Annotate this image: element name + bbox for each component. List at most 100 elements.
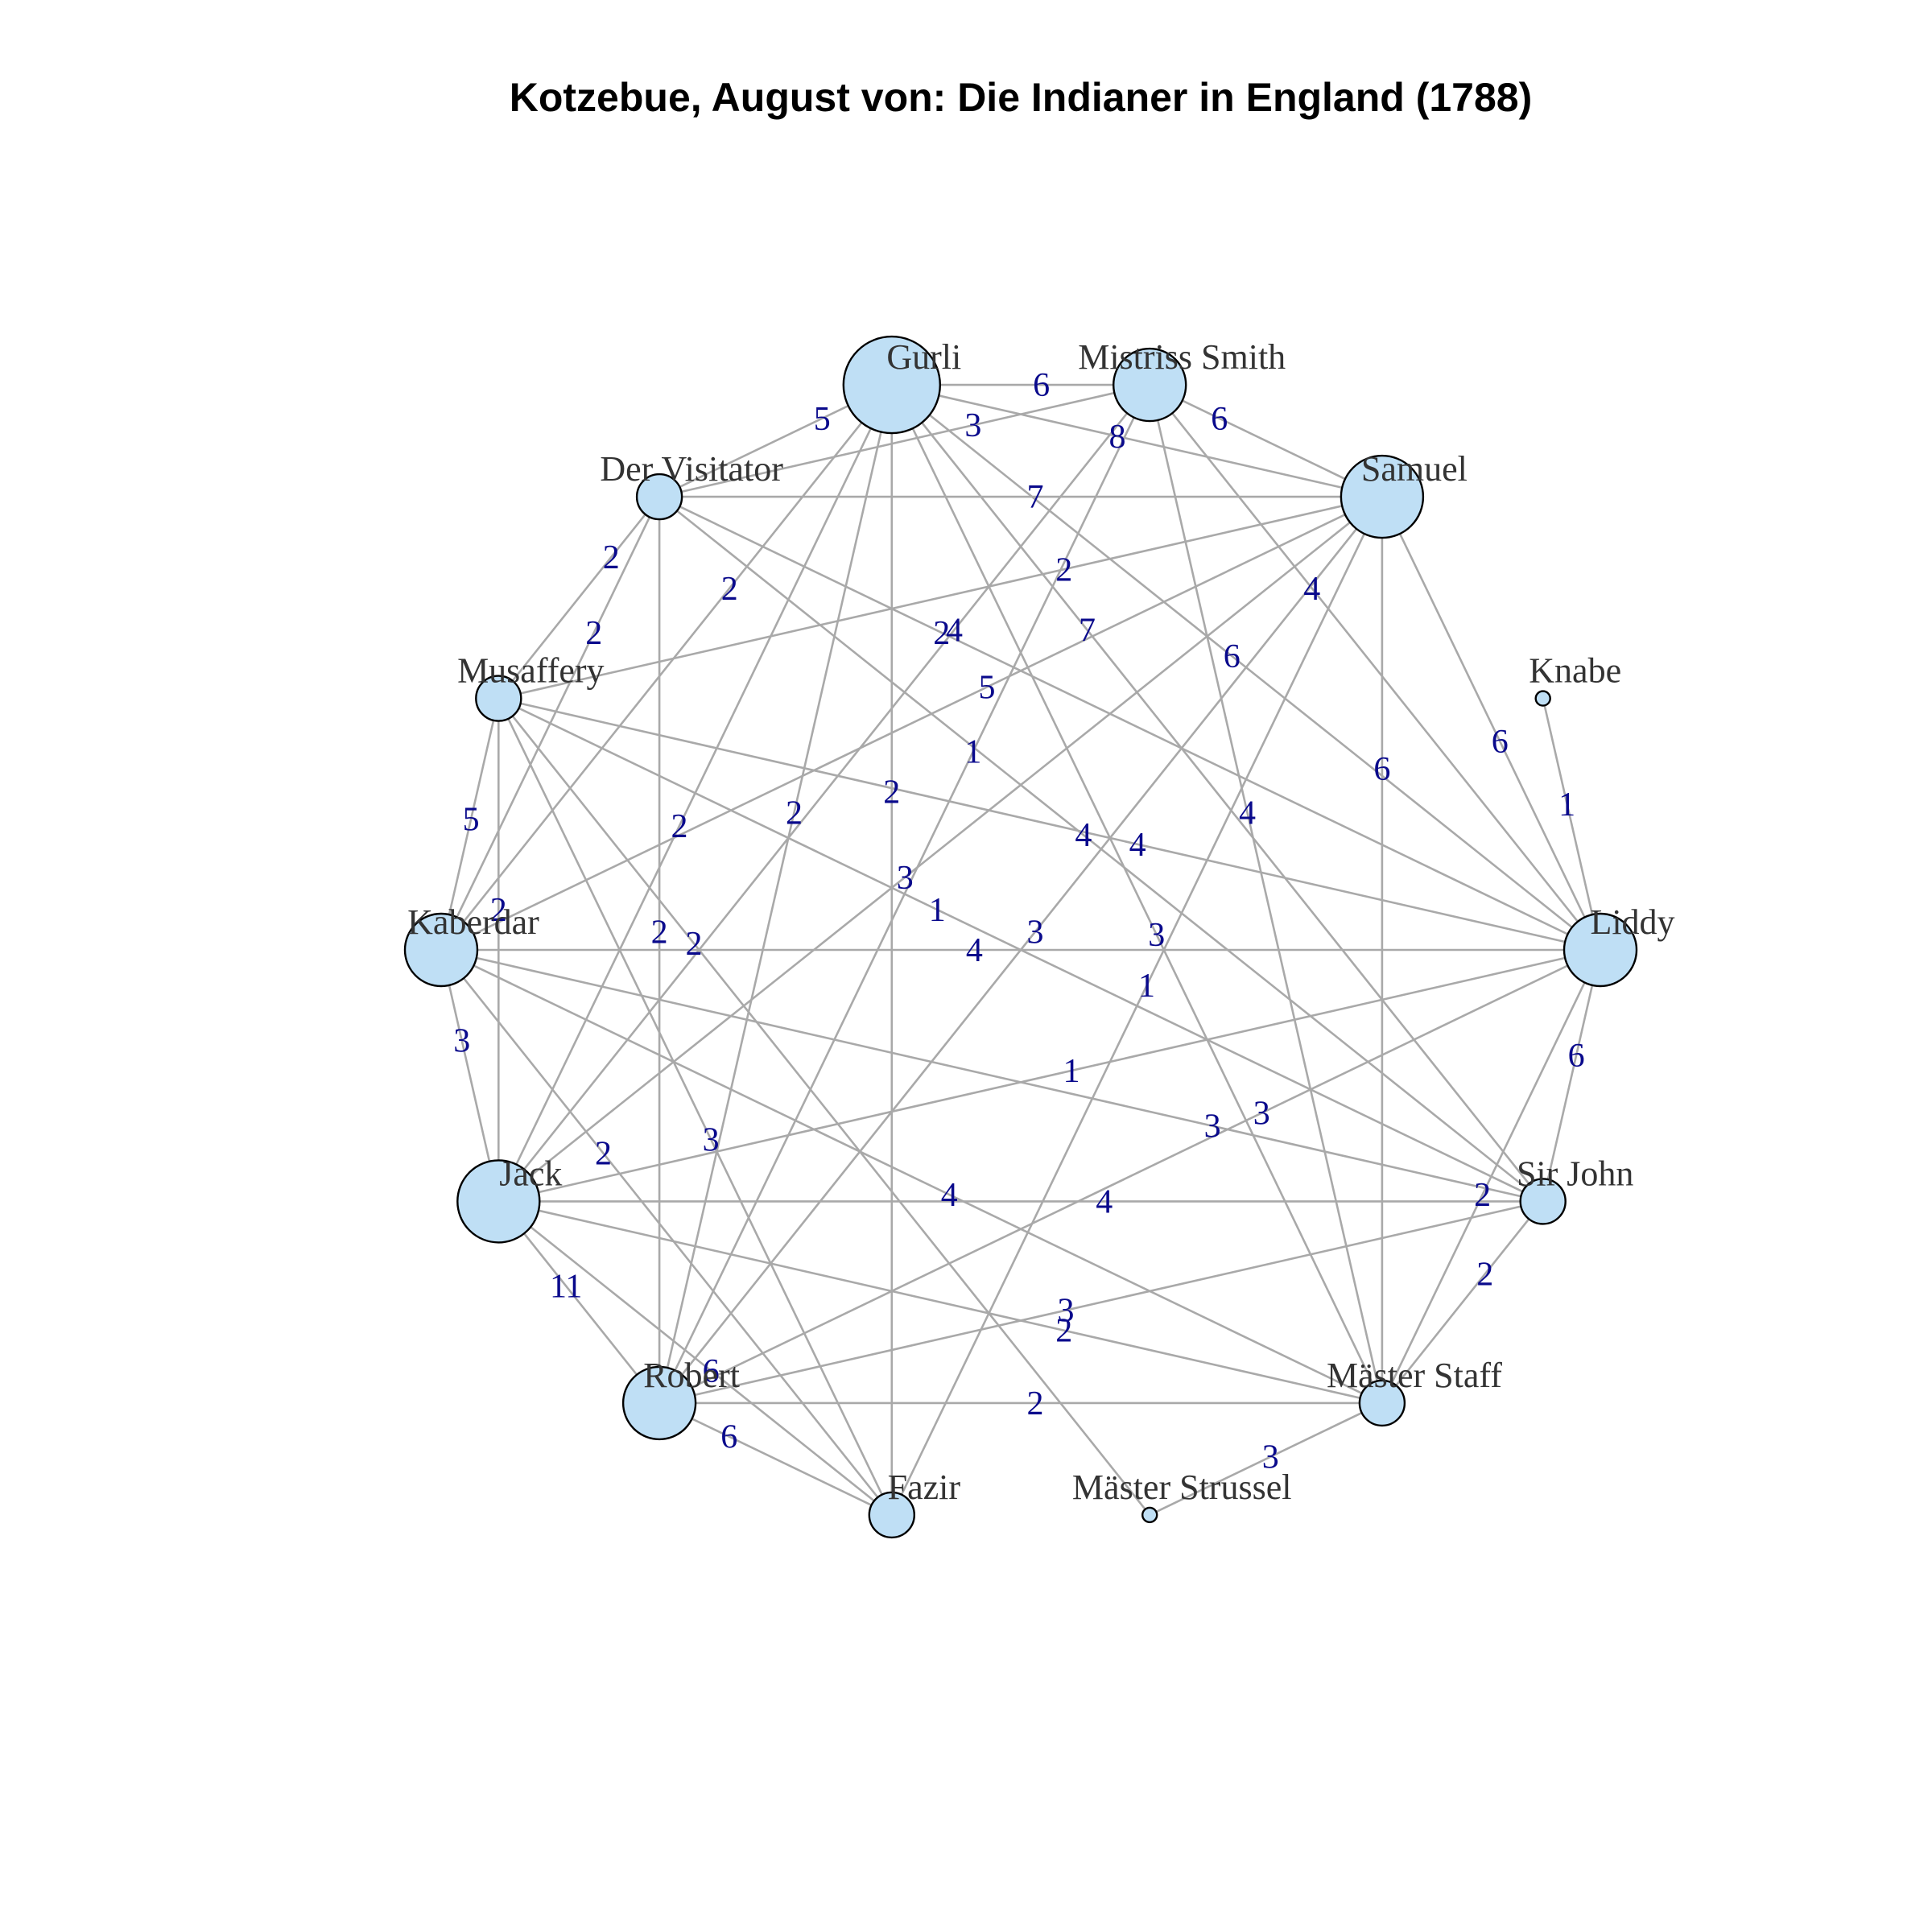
edge-gurli-kaberdar — [440, 384, 893, 951]
edge-weight-label: 2 — [686, 926, 703, 963]
edge-weight-label: 3 — [703, 1121, 720, 1158]
edge-liddy-musaffery — [498, 697, 1601, 952]
edge-weight-label: 3 — [1058, 1293, 1075, 1330]
node-robert — [621, 1365, 697, 1441]
edge-samuel-liddy — [1381, 496, 1602, 951]
edge-musaffery-kaberdar — [440, 698, 500, 951]
edge-gurli-robert — [658, 384, 894, 1404]
edge-weight-label: 1 — [1558, 786, 1575, 824]
edge-der_visitator-liddy — [658, 495, 1601, 952]
edge-mistriss_smith-samuel — [1149, 383, 1383, 498]
edge-weight-label: 4 — [1129, 827, 1146, 864]
edge-musaffery-fazir — [497, 698, 893, 1516]
edge-weight-label: 4 — [966, 932, 983, 969]
edge-weight-label: 3 — [964, 407, 981, 444]
edge-weight-label: 3 — [897, 860, 914, 897]
node-der_visitator — [635, 473, 683, 521]
node-label-kaberdar: Kaberdar — [407, 902, 539, 942]
node-label-robert: Robert — [643, 1356, 740, 1395]
node-label-liddy: Liddy — [1590, 902, 1674, 942]
edge-sir_john-kaberdar — [440, 948, 1543, 1203]
node-label-maester_strussel: Mäster Strussel — [1072, 1468, 1292, 1507]
edge-weight-label: 2 — [1027, 1385, 1044, 1422]
edge-gurli-sir_john — [890, 384, 1544, 1203]
edge-weight-label: 3 — [1253, 1096, 1270, 1133]
edge-musaffery-maester_strussel — [497, 697, 1151, 1516]
edge-weight-label: 4 — [946, 612, 963, 649]
edge-jack-robert — [497, 1200, 661, 1404]
edge-weight-label: 3 — [1262, 1439, 1279, 1476]
node-label-maester_staff: Mäster Staff — [1327, 1356, 1502, 1395]
edge-weight-label: 2 — [490, 892, 507, 929]
edges — [440, 383, 1602, 1517]
edge-liddy-jack — [498, 948, 1601, 1203]
edge-gurli-maester_staff — [890, 384, 1384, 1404]
edge-weight-label: 4 — [1096, 1183, 1113, 1220]
edge-mistriss_smith-der_visitator — [658, 383, 1150, 498]
edge-weight-label: 6 — [1373, 751, 1390, 788]
node-label-gurli: Gurli — [886, 337, 961, 377]
edge-weight-label: 2 — [595, 1136, 612, 1173]
edge-knabe-liddy — [1542, 698, 1602, 951]
edge-gurli-jack — [497, 384, 893, 1202]
edge-weight-label: 6 — [1211, 401, 1228, 438]
node-label-jack: Jack — [499, 1154, 562, 1193]
node-label-samuel: Samuel — [1361, 449, 1468, 489]
edge-mistriss_smith-robert — [658, 384, 1151, 1404]
edge-weight-label: 6 — [1224, 638, 1241, 675]
edge-samuel-musaffery — [498, 495, 1383, 700]
node-kaberdar — [403, 912, 479, 988]
edge-weight-label: 6 — [1492, 724, 1509, 761]
edge-weight-label: 3 — [453, 1023, 470, 1060]
nodes: Mistriss Smith Samuel Knabe Liddy Sir John Mä… — [403, 335, 1675, 1539]
node-label-mistriss_smith: Mistriss Smith — [1078, 337, 1286, 377]
edge-samuel-kaberdar — [440, 495, 1383, 952]
edge-weight-label: 6 — [1033, 367, 1050, 404]
edge-mistriss_smith-liddy — [1149, 384, 1602, 951]
edge-samuel-gurli — [891, 383, 1383, 498]
node-mistriss_smith — [1112, 347, 1187, 423]
edge-samuel-fazir — [890, 496, 1384, 1516]
node-label-knabe: Knabe — [1529, 651, 1621, 691]
edge-weight-label: 5 — [463, 802, 480, 839]
edge-weight-label: 8 — [1109, 419, 1126, 456]
node-samuel — [1340, 454, 1425, 539]
edge-weight-label: 11 — [550, 1269, 582, 1306]
edge-weight-label: 1 — [964, 733, 981, 770]
edge-weight-label: 2 — [933, 615, 950, 652]
node-fazir — [868, 1491, 916, 1539]
edge-weight-label: 4 — [1239, 795, 1256, 832]
edge-weight-label: 2 — [671, 808, 688, 845]
edge-robert-fazir — [658, 1402, 893, 1517]
edge-weight-label: 3 — [1148, 917, 1165, 954]
edge-weight-label: 2 — [651, 914, 668, 952]
edge-weight-label: 4 — [1303, 571, 1320, 608]
edge-labels: 6683751646262236116352141164324453237222… — [453, 367, 1584, 1476]
edge-liddy-sir_john — [1542, 949, 1602, 1202]
edge-weight-label: 3 — [1204, 1108, 1221, 1146]
edge-weight-label: 7 — [1079, 612, 1096, 649]
edge-weight-label: 2 — [603, 539, 620, 576]
edge-weight-label: 5 — [979, 670, 996, 707]
edge-liddy-robert — [658, 948, 1601, 1405]
node-jack — [456, 1159, 541, 1244]
edge-kaberdar-jack — [440, 949, 500, 1202]
edge-weight-label: 2 — [1055, 1313, 1072, 1350]
edge-weight-label: 2 — [585, 615, 602, 652]
edge-maester_staff-maester_strussel — [1149, 1402, 1383, 1517]
edge-weight-label: 2 — [786, 795, 803, 832]
edge-weight-label: 2 — [1474, 1177, 1491, 1214]
node-sir_john — [1519, 1178, 1567, 1225]
node-maester_strussel — [1141, 1506, 1158, 1524]
edge-weight-label: 7 — [1027, 479, 1044, 516]
node-label-sir_john: Sir John — [1517, 1154, 1633, 1193]
edge-der_visitator-musaffery — [497, 496, 661, 700]
node-maester_staff — [1358, 1379, 1406, 1427]
edge-weight-label: 1 — [1063, 1053, 1080, 1090]
edge-weight-label: 3 — [1027, 914, 1044, 952]
edge-maester_staff-jack — [498, 1200, 1383, 1405]
edge-weight-label: 1 — [1138, 968, 1155, 1005]
edge-weight-label: 4 — [941, 1177, 958, 1214]
edge-weight-label: 2 — [1055, 551, 1072, 588]
